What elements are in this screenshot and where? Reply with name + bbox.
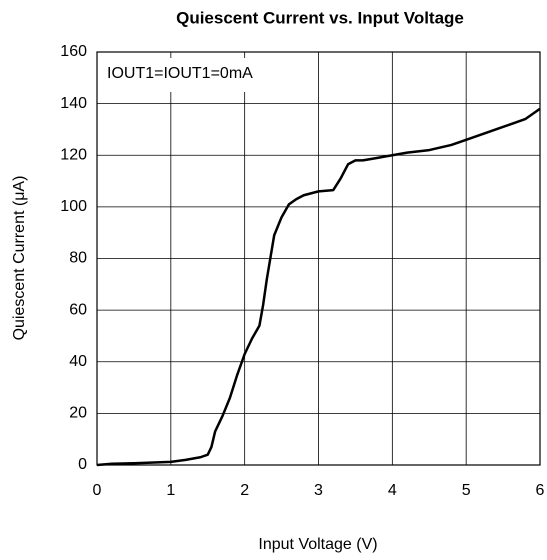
y-axis-label: Quiescent Current (μA) <box>11 176 28 341</box>
x-tick-label: 5 <box>462 482 471 499</box>
y-tick-label: 20 <box>69 405 87 422</box>
annotation: IOUT1=IOUT1=0mA <box>107 65 253 82</box>
y-tick-label: 120 <box>60 146 87 163</box>
x-tick-label: 2 <box>240 482 249 499</box>
y-tick-label: 160 <box>60 43 87 60</box>
plot-frame <box>96 51 541 466</box>
y-tick-label: 40 <box>69 353 87 370</box>
x-tick-label: 3 <box>314 482 323 499</box>
y-tick-label: 100 <box>60 198 87 215</box>
data-line <box>96 107 541 467</box>
y-tick-label: 80 <box>69 250 87 267</box>
y-tick-label: 60 <box>69 301 87 318</box>
y-tick-label: 0 <box>78 456 87 473</box>
x-tick-label: 0 <box>93 482 102 499</box>
x-tick-label: 4 <box>388 482 397 499</box>
chart-title: Quiescent Current vs. Input Voltage <box>176 8 464 27</box>
annotation-box <box>99 58 259 92</box>
x-axis-label: Input Voltage (V) <box>258 536 377 553</box>
y-tick-label: 140 <box>60 95 87 112</box>
x-tick-label: 1 <box>166 482 175 499</box>
x-tick-label: 6 <box>536 482 545 499</box>
